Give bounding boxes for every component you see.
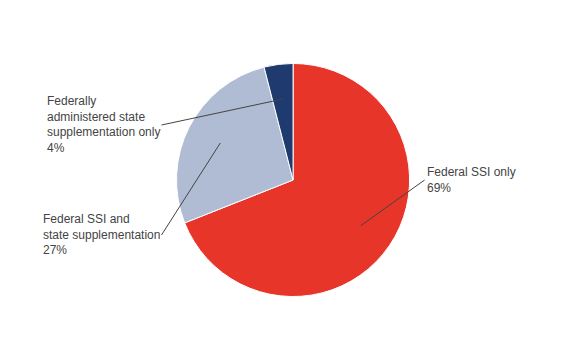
svg-text:Federallyadministered statesup: Federallyadministered statesupplementati… — [47, 94, 160, 155]
svg-text:Federal SSI only69%: Federal SSI only69% — [427, 165, 516, 195]
svg-text:Federal SSI andstate supplemen: Federal SSI andstate supplementation27% — [43, 212, 160, 257]
